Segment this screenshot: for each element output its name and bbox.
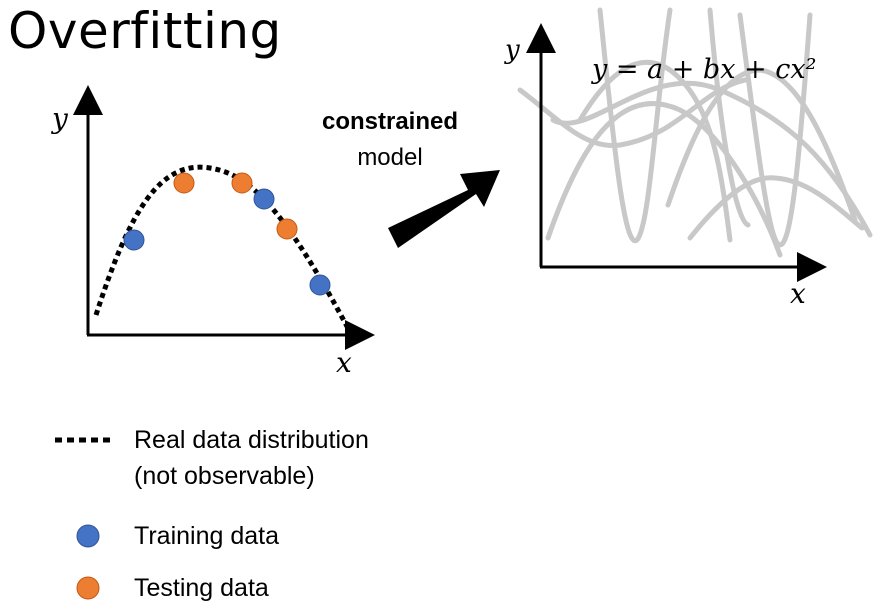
arrow-label: constrained model [300, 104, 480, 176]
arrow-label-bold: constrained [321, 108, 459, 135]
left-x-label: x [336, 346, 352, 379]
right-plot-curves [517, 7, 873, 258]
parabola-curve [737, 12, 813, 248]
arrow-label-plain: model [357, 144, 423, 171]
left-y-label: y [50, 102, 69, 135]
parabola-curve [707, 7, 751, 228]
testing-point [231, 172, 253, 194]
real-distribution-curve [93, 164, 353, 334]
parabola-curve [577, 59, 733, 243]
parabola-curve [665, 67, 858, 223]
parabola-curve [597, 7, 673, 244]
legend-item-real-distribution: Real data distribution (not observable) [134, 422, 369, 494]
training-point [253, 188, 275, 210]
right-y-label: y [504, 35, 520, 65]
parabola-curve [517, 77, 748, 149]
testing-point [173, 172, 195, 194]
model-equation: y = a + bx + cx² [591, 54, 816, 85]
slide-title: Overfitting [8, 2, 282, 60]
testing-point [276, 218, 298, 240]
legend-item-testing: Testing data [134, 574, 269, 602]
constrained-model-arrow [388, 170, 500, 248]
training-point [123, 229, 145, 251]
legend-real-line1: Real data distribution [134, 426, 369, 454]
parabola-curve [545, 101, 783, 258]
legend-testing-dot-icon [76, 576, 100, 600]
legend-item-training: Training data [134, 522, 279, 550]
parabola-curve [687, 175, 865, 241]
legend-training-dot-icon [76, 524, 100, 548]
legend-real-line2: (not observable) [134, 462, 315, 490]
training-point [309, 274, 331, 296]
right-x-label: x [790, 277, 806, 310]
